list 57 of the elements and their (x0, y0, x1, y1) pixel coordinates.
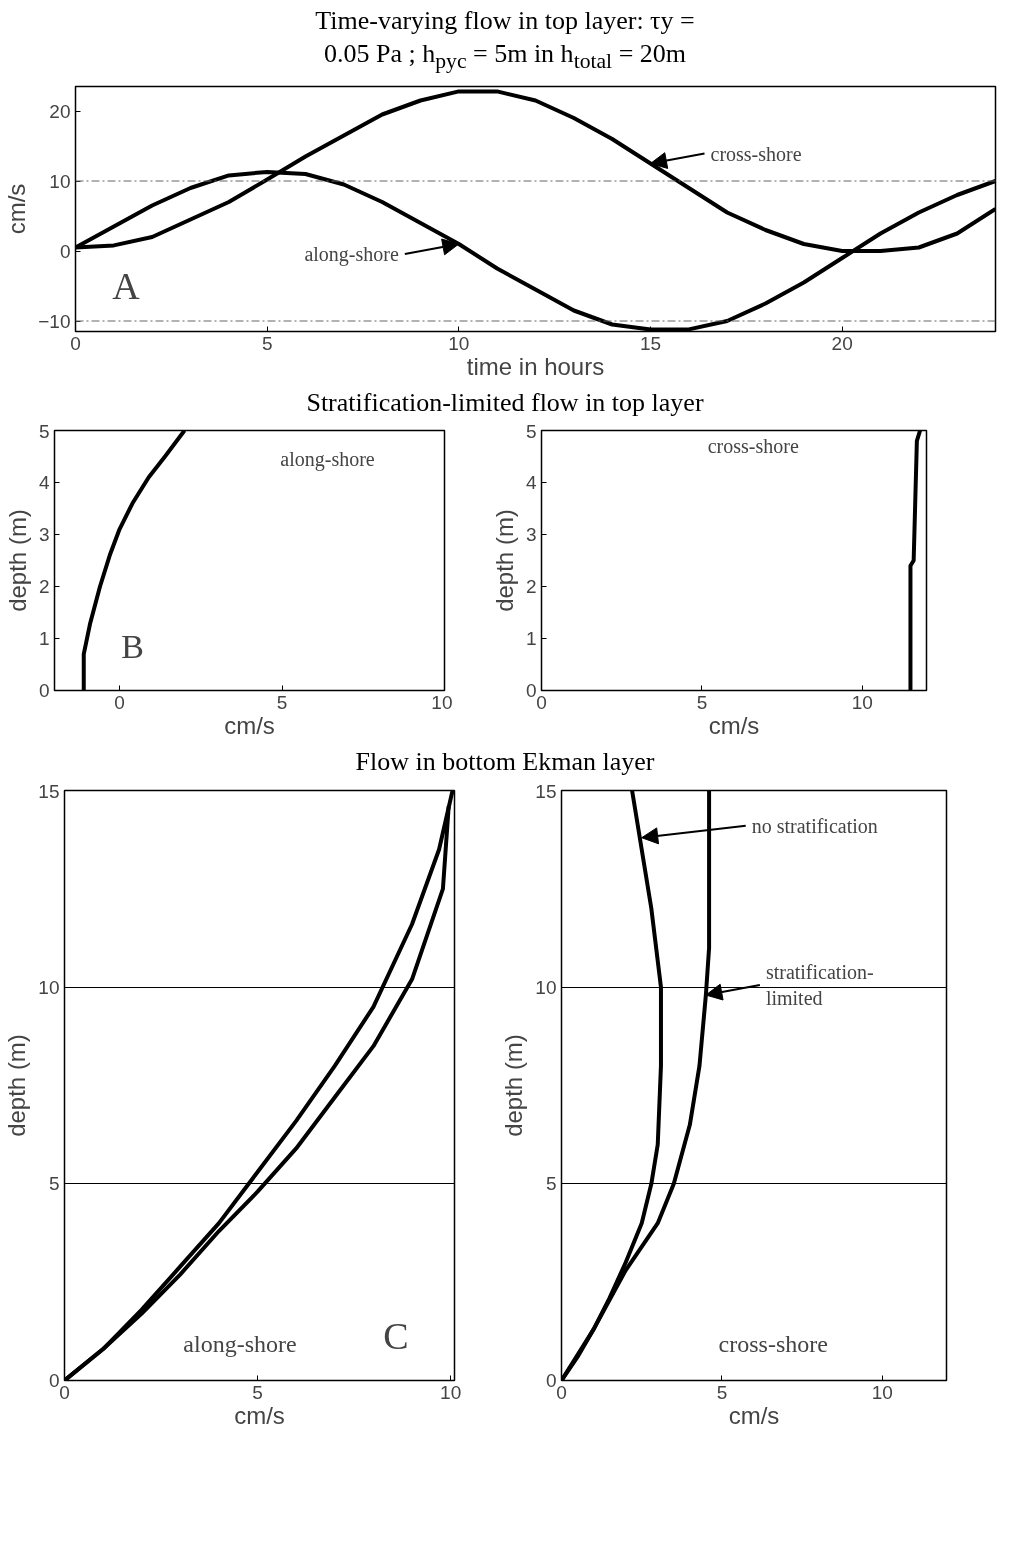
x-tick-label: 10 (871, 1381, 893, 1403)
x-tick-label: 10 (448, 332, 470, 354)
x-tick-label: 10 (440, 1381, 462, 1403)
y-tick-label: −10 (38, 310, 71, 332)
y-tick-label: 10 (49, 170, 71, 192)
y-tick-label: 15 (38, 780, 60, 802)
x-axis-title: cm/s (234, 1401, 285, 1429)
x-axis-title: cm/s (224, 711, 275, 739)
y-tick-label: 5 (48, 1173, 60, 1195)
y-tick-label: 0 (59, 240, 71, 262)
annotation: no stratification (751, 814, 878, 837)
y-tick-label: 5 (525, 420, 537, 442)
y-axis-title: cm/s (3, 183, 31, 235)
x-axis-title: time in hours (466, 352, 605, 380)
annotation: along-shore (183, 1330, 297, 1357)
y-tick-label: 1 (525, 628, 537, 650)
x-tick-label: 15 (639, 332, 662, 354)
y-tick-label: 3 (525, 524, 537, 546)
x-axis-title: cm/s (708, 711, 760, 739)
annotation: stratification- limited (765, 960, 874, 1009)
x-tick-label: 5 (252, 1381, 263, 1403)
y-tick-label: 1 (38, 628, 50, 650)
y-tick-label: 3 (38, 524, 50, 546)
y-tick-label: 4 (38, 472, 50, 494)
x-tick-label: 20 (831, 332, 853, 354)
y-axis-title: depth (m) (490, 509, 518, 613)
y-tick-label: 20 (49, 100, 71, 122)
y-axis-title: depth (m) (3, 1033, 31, 1137)
y-axis-title: depth (m) (500, 1033, 528, 1137)
annotation: along-shore (304, 242, 399, 266)
y-tick-label: 5 (545, 1173, 557, 1195)
annotation: cross-shore (718, 1330, 828, 1357)
x-tick-label: 10 (851, 691, 873, 713)
annotation: cross-shore (710, 142, 802, 165)
y-tick-label: 4 (525, 472, 537, 494)
y-axis-title: depth (m) (3, 509, 31, 613)
annotation: A (112, 264, 141, 307)
chart-title: Flow in bottom Ekman layer (354, 746, 656, 779)
x-axis-title: cm/s (728, 1401, 780, 1429)
x-tick-label: 5 (276, 691, 288, 713)
annotation: B (121, 627, 144, 665)
x-tick-label: 10 (431, 691, 453, 713)
annotation: C (383, 1314, 409, 1357)
x-tick-label: 5 (696, 691, 708, 713)
annotation: cross-shore (707, 434, 799, 457)
y-tick-label: 10 (38, 976, 60, 998)
y-tick-label: 5 (38, 420, 50, 442)
x-tick-label: 5 (261, 332, 273, 354)
annotation: along-shore (280, 447, 375, 471)
x-tick-label: 0 (114, 691, 125, 713)
y-tick-label: 2 (38, 576, 50, 598)
x-tick-label: 5 (716, 1381, 728, 1403)
text: Stratification-limited flow in top layer (305, 386, 705, 419)
y-tick-label: 15 (535, 780, 557, 802)
y-tick-label: 10 (535, 976, 557, 998)
chart-title: Time-varying flow in top layer: τy = 0.05 Pa ; h$_{pyc}$ = 5m in h$_{total}$ = 20m (314, 5, 696, 75)
y-tick-label: 2 (525, 576, 537, 598)
